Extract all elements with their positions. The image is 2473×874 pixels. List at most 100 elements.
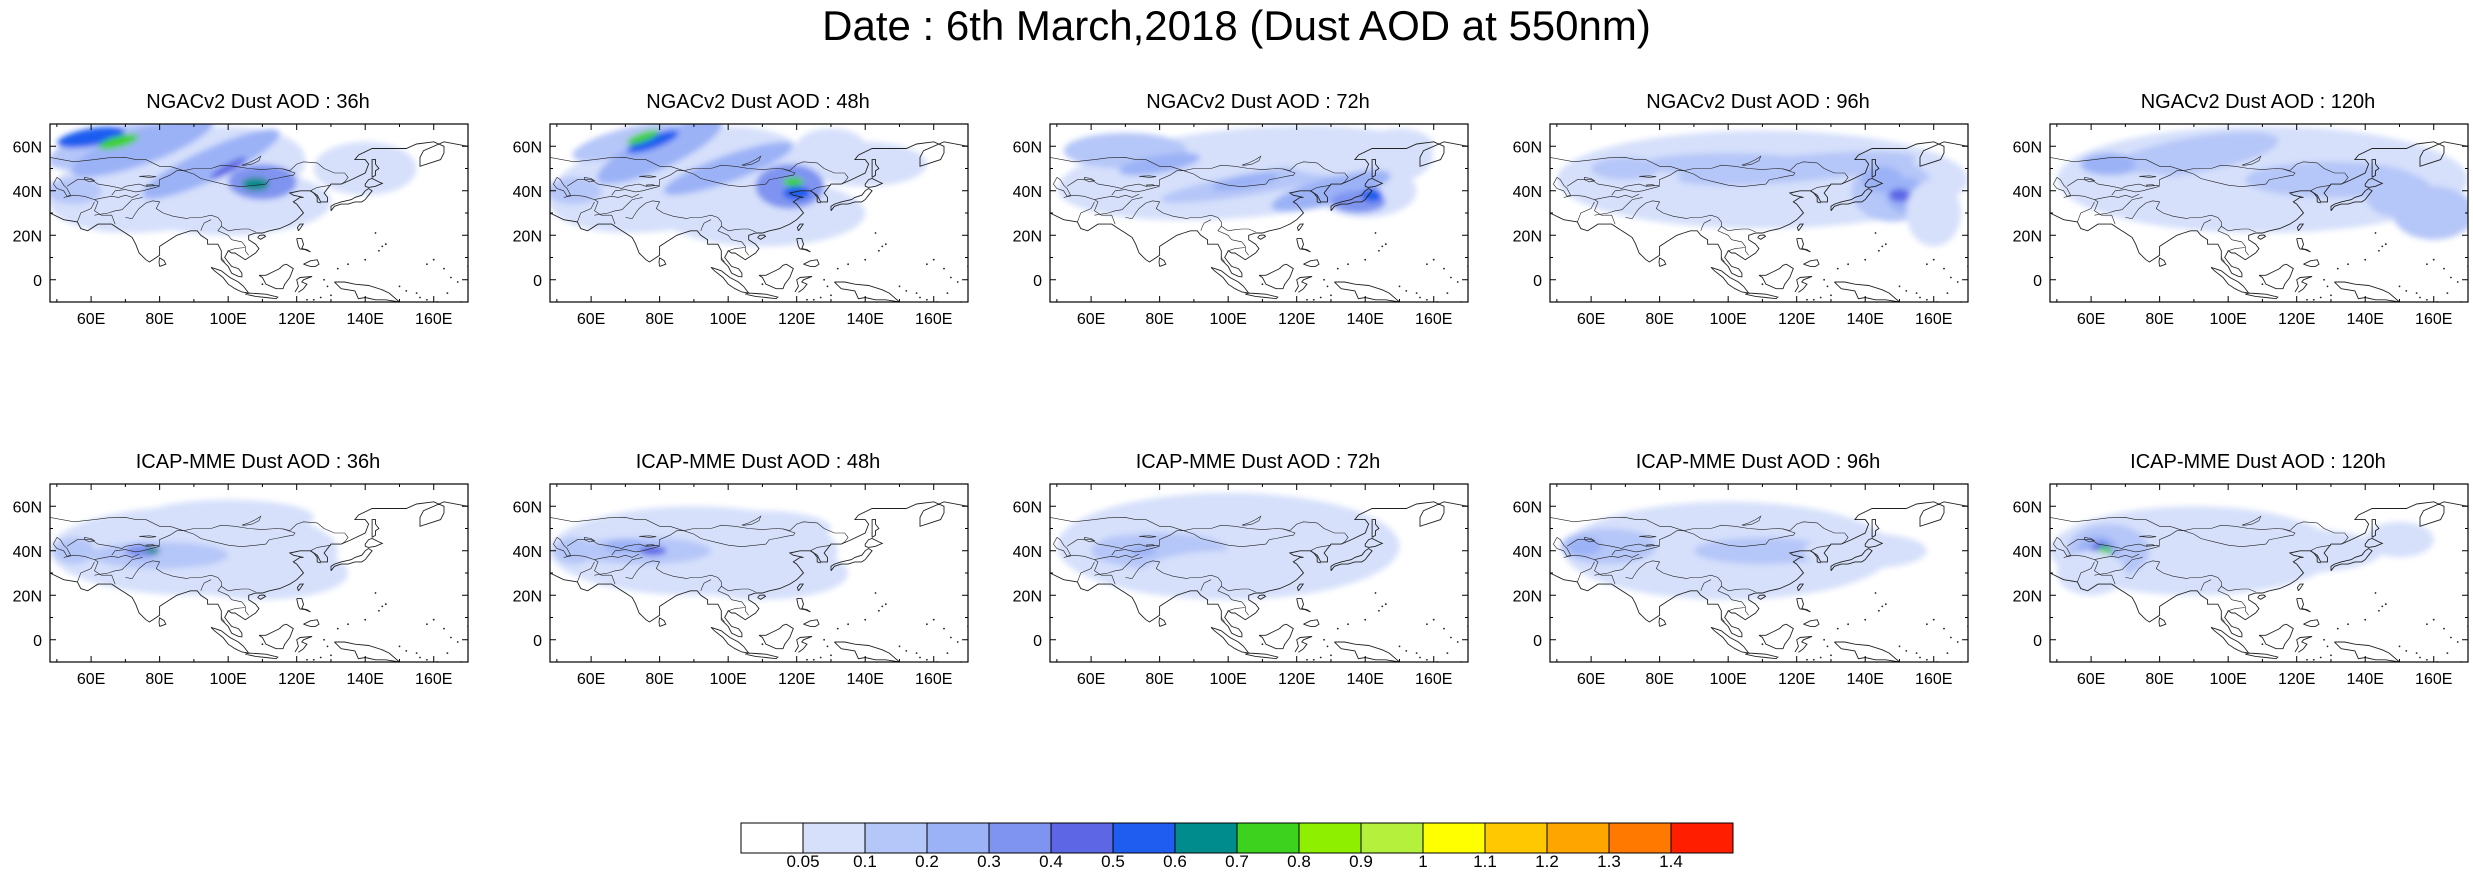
panel-title: ICAP-MME Dust AOD : 120h [2130,451,2386,473]
map-area: 60N 40N 20N 0 60E 80E 100E 120E 140E 160E [513,483,969,688]
colorbar-label: 0.6 [1163,852,1187,871]
aod-plume [626,130,659,145]
lon-tick-label: 120E [278,311,315,328]
lat-tick-label: 20N [2013,228,2042,245]
lon-tick-label: 80E [1145,671,1173,688]
aod-plume [53,537,95,565]
lon-tick-label: 60E [577,671,605,688]
map-panel: NGACv2 Dust AOD : 96h 60N 40N 20N 0 60E 80E 100… [1500,90,1969,420]
aod-plume [142,129,280,199]
map-area: 60N 40N 20N 0 60E 80E 100E 120E 140E 160E [1513,483,1969,688]
lat-tick-label: 40N [1013,544,1042,561]
aod-plume [1906,179,1962,247]
lat-tick-label: 20N [1513,228,1542,245]
panel-title: ICAP-MME Dust AOD : 36h [135,451,381,473]
aod-plume [1567,537,1602,556]
colorbar-label: 0.2 [915,852,939,871]
aod-plume [1142,550,1314,596]
panel-title: NGACv2 Dust AOD : 96h [1646,91,1870,113]
aod-plume [783,186,811,200]
coastlines-borders [2050,141,2468,302]
lat-tick-label: 20N [13,228,42,245]
aod-plume [142,199,246,227]
aod-plume [1283,139,1379,176]
lon-tick-label: 120E [778,311,815,328]
lon-tick-label: 80E [645,311,673,328]
map-panel: NGACv2 Dust AOD : 72h 60N 40N 20N 0 60E 80E 100… [1000,90,1469,420]
colorbar-swatch [1670,822,1734,854]
map-plot: 60N 40N 20N 0 60E 80E 100E 120E 140E 160E [513,123,969,328]
colorbar-swatch [1174,822,1238,854]
lat-tick-label: 40N [13,544,42,561]
map-plot: 60N 40N 20N 0 60E 80E 100E 120E 140E 160E [13,483,469,688]
aod-plume [1271,170,1391,212]
lon-tick-label: 60E [77,311,105,328]
aod-plume [553,537,595,565]
aod-plume [313,141,417,196]
lat-tick-label: 0 [33,273,42,290]
aod-plume [1889,188,1910,202]
lon-tick-label: 60E [1577,311,1605,328]
colorbar-label: 1 [1418,852,1428,871]
lon-tick-label: 140E [847,671,884,688]
lon-tick-label: 160E [415,671,452,688]
lat-tick-label: 20N [2013,588,2042,605]
aod-plume [2091,172,2194,218]
colorbar-swatch [1298,822,1362,854]
colorbar-label: 0.1 [853,852,877,871]
aod-plume [663,141,793,196]
map-area: 60N 40N 20N 0 60E 80E 100E 120E 140E 160E [13,123,469,328]
lat-tick-label: 60N [2013,499,2042,516]
lon-tick-label: 80E [1645,311,1673,328]
lon-tick-label: 120E [2278,311,2315,328]
lon-tick-label: 60E [1077,671,1105,688]
lon-tick-label: 140E [1847,311,1884,328]
lat-tick-label: 20N [1013,228,1042,245]
lon-tick-label: 140E [1347,311,1384,328]
aod-plume [1693,537,1831,565]
map-area: 60N 40N 20N 0 60E 80E 100E 120E 140E 160E [2013,483,2469,688]
lon-tick-label: 60E [77,671,105,688]
lon-tick-label: 80E [2145,671,2173,688]
lon-tick-label: 160E [915,671,952,688]
map-plot: 60N 40N 20N 0 60E 80E 100E 120E 140E 160E [13,123,469,328]
aod-plume [2365,172,2434,218]
colorbar-label: 1.4 [1659,852,1683,871]
aod-plume [2211,528,2383,574]
lon-tick-label: 140E [1847,671,1884,688]
colorbar-swatch [864,822,928,854]
dust-aod-shading [50,124,417,236]
map-area: 60N 40N 20N 0 60E 80E 100E 120E 140E 160E [1013,483,1469,688]
lat-tick-label: 60N [513,499,542,516]
colorbar-swatch [740,822,804,854]
lat-tick-label: 20N [513,588,542,605]
colorbar-label: 0.8 [1287,852,1311,871]
map-plot: 60N 40N 20N 0 60E 80E 100E 120E 140E 160E [2013,483,2469,688]
lon-tick-label: 100E [209,671,246,688]
aod-plume [241,177,270,191]
lat-tick-label: 40N [2013,544,2042,561]
map-area: 60N 40N 20N 0 60E 80E 100E 120E 140E 160E [2013,123,2469,328]
lat-tick-label: 0 [533,273,542,290]
colorbar-swatch [1546,822,1610,854]
panel-title: ICAP-MME Dust AOD : 96h [1635,451,1881,473]
lon-tick-label: 80E [2145,311,2173,328]
lon-tick-label: 140E [347,671,384,688]
coastlines-borders [50,501,468,662]
coastlines-borders [1550,501,1968,662]
lat-tick-label: 40N [1513,544,1542,561]
aod-plume [639,546,667,556]
lon-tick-label: 160E [2415,311,2452,328]
lat-tick-label: 60N [13,499,42,516]
map-plot: 60N 40N 20N 0 60E 80E 100E 120E 140E 160E [1013,123,1469,328]
aod-colorbar [740,822,1734,854]
lat-tick-label: 60N [1513,499,1542,516]
lat-tick-label: 20N [1513,588,1542,605]
lon-tick-label: 100E [1209,311,1246,328]
lon-tick-label: 60E [577,311,605,328]
lon-tick-label: 160E [1415,671,1452,688]
coastlines-borders [550,141,968,302]
lat-tick-label: 60N [1013,499,1042,516]
lon-tick-label: 80E [645,671,673,688]
colorbar-swatch [1050,822,1114,854]
